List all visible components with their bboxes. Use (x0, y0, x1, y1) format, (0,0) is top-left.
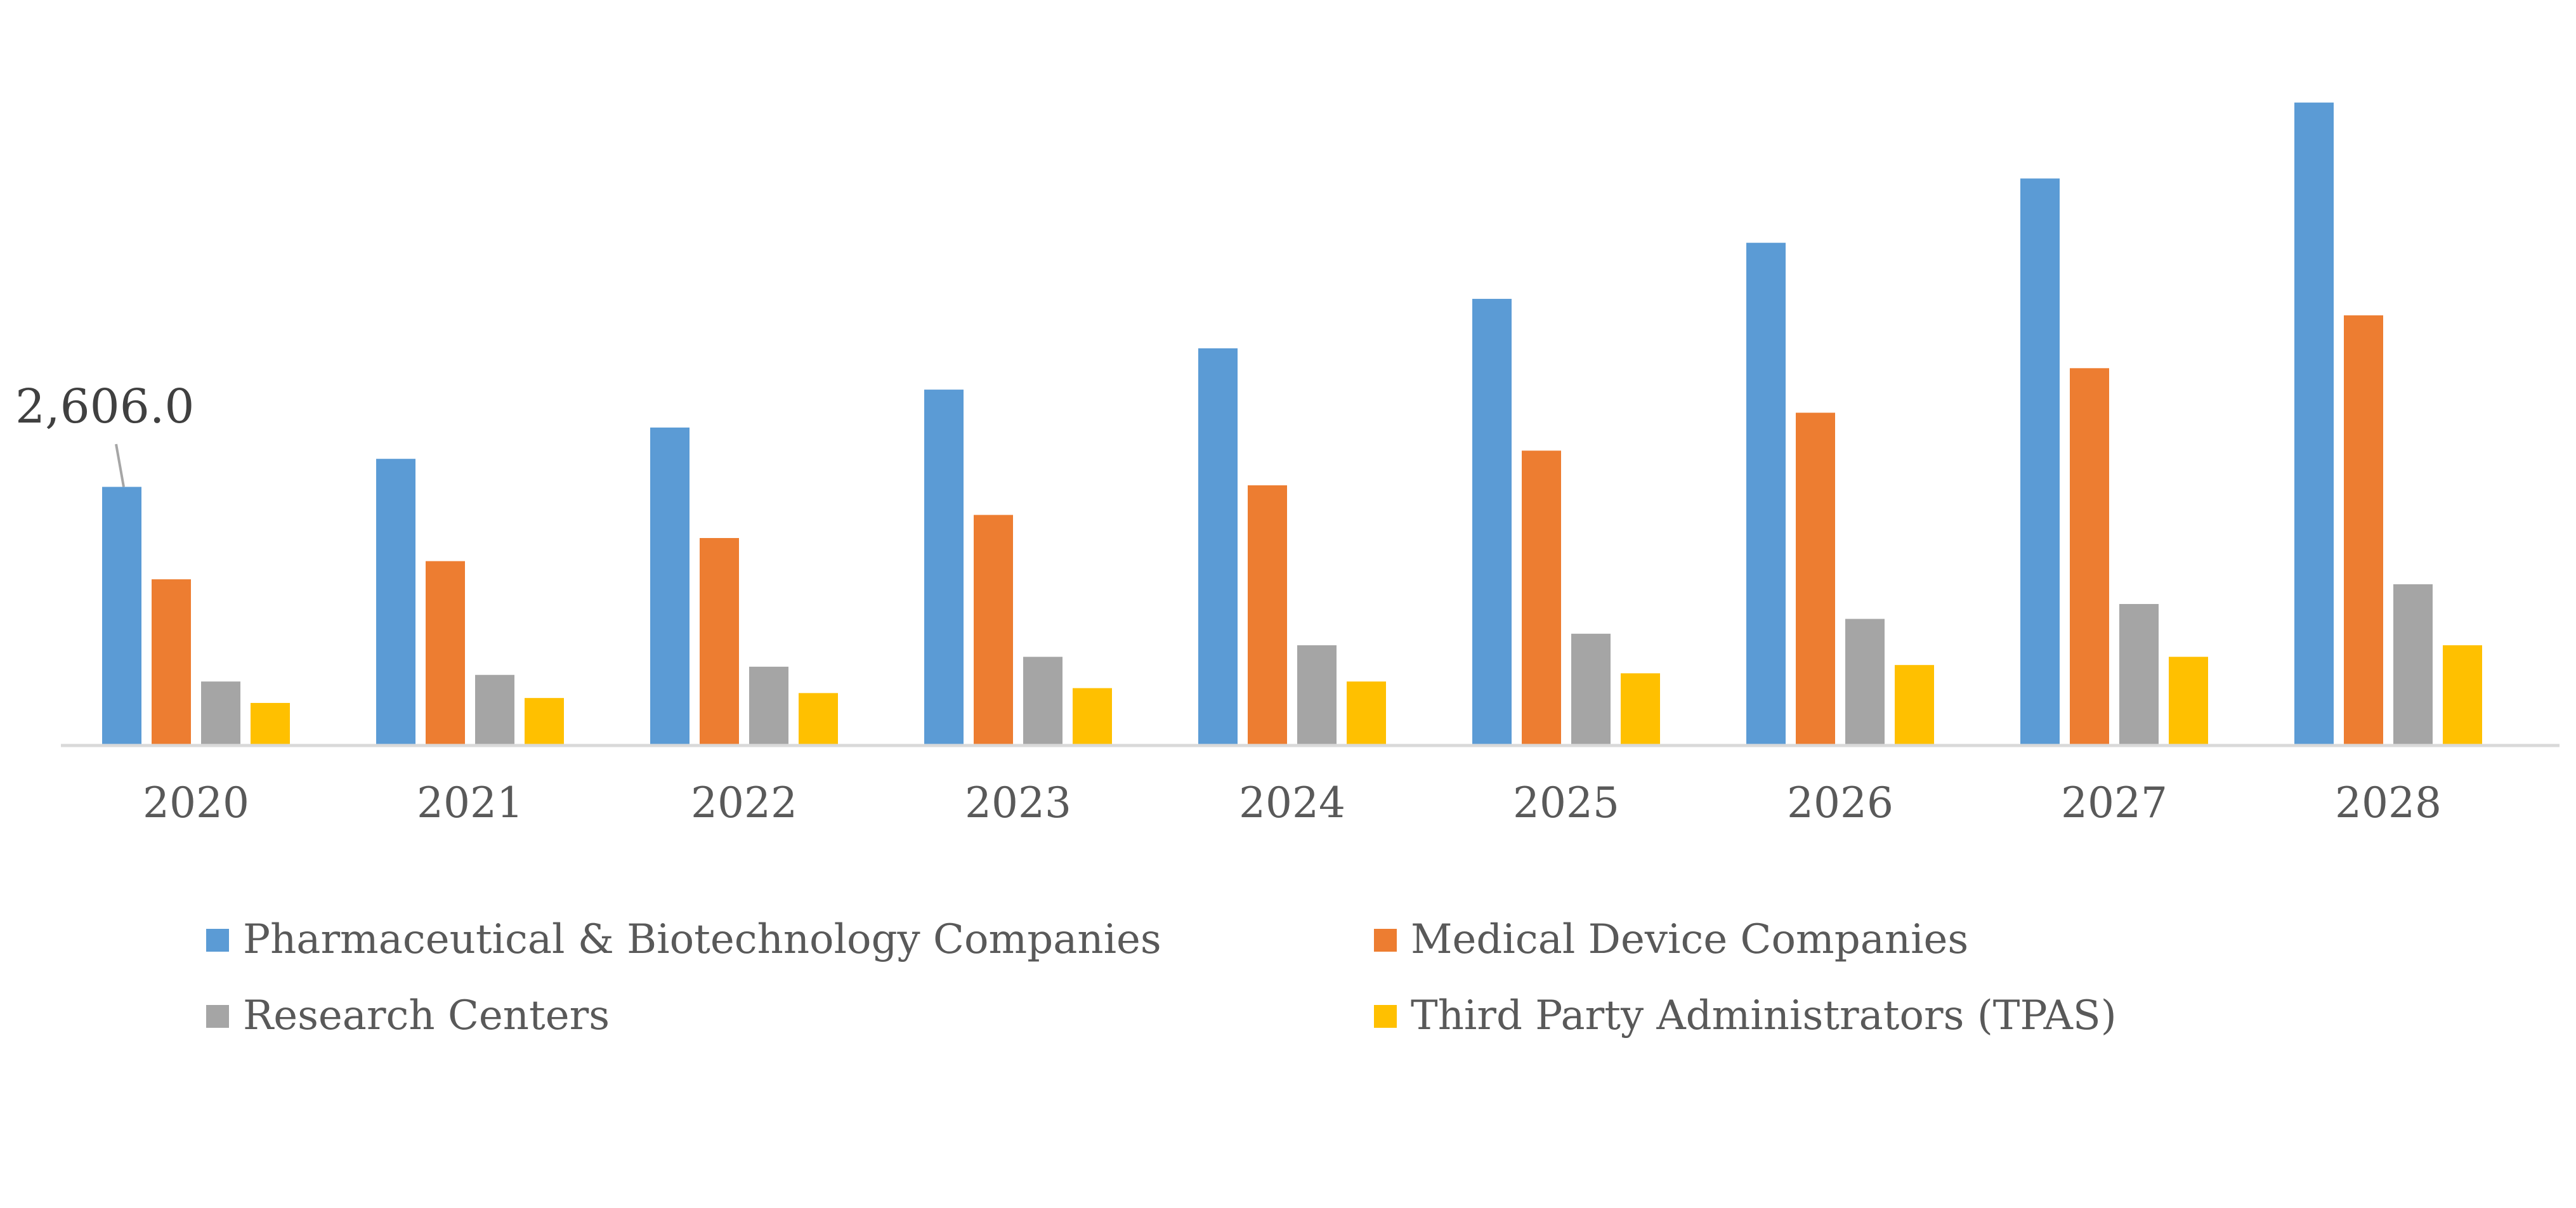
data-label-leader-line (115, 443, 125, 487)
x-tick-label: 2021 (417, 778, 523, 827)
legend-label: Medical Device Companies (1411, 916, 1968, 963)
x-tick-label: 2020 (143, 778, 249, 827)
bar-2025-series-0 (1472, 299, 1512, 744)
bar-2024-series-3 (1347, 681, 1386, 744)
bar-2020-series-0 (102, 487, 141, 744)
bar-2022-series-0 (650, 427, 690, 744)
x-axis-ticks: 2020 2021 2022 2023 2024 2025 2026 2027 2028 (143, 778, 2442, 827)
legend-swatch (206, 1005, 229, 1028)
bar-2028-series-0 (2294, 102, 2334, 745)
bar-2022-series-3 (799, 693, 838, 744)
data-labels: 2,606.0 (15, 379, 194, 487)
bar-2027-series-0 (2020, 178, 2060, 744)
bar-2024-series-1 (1248, 485, 1287, 744)
x-tick-label: 2024 (1239, 778, 1345, 827)
bar-2026-series-0 (1746, 242, 1786, 744)
bar-2020-series-1 (152, 579, 191, 744)
x-tick-label: 2026 (1787, 778, 1893, 827)
bar-2026-series-2 (1845, 619, 1885, 744)
legend-swatch (1374, 1005, 1397, 1028)
bar-2025-series-1 (1522, 450, 1561, 744)
bar-2026-series-3 (1895, 665, 1934, 744)
legend-label: Research Centers (243, 992, 610, 1039)
legend-label: Third Party Administrators (TPAS) (1411, 992, 2117, 1039)
x-tick-label: 2027 (2061, 778, 2167, 827)
bar-2020-series-2 (201, 681, 240, 744)
bar-2027-series-3 (2169, 657, 2208, 744)
legend: Pharmaceutical & Biotechnology Companies… (206, 916, 2117, 1039)
bar-2028-series-2 (2393, 584, 2433, 744)
bar-2020-series-3 (251, 702, 290, 744)
bar-2023-series-0 (924, 390, 964, 744)
bar-2021-series-0 (376, 459, 415, 744)
bar-2027-series-1 (2070, 368, 2109, 744)
x-tick-label: 2023 (965, 778, 1071, 827)
bar-2022-series-1 (700, 538, 739, 744)
bar-2023-series-2 (1023, 657, 1062, 744)
bars-group (102, 102, 2482, 745)
bar-2023-series-3 (1073, 688, 1112, 744)
x-tick-label: 2025 (1513, 778, 1619, 827)
legend-swatch (1374, 929, 1397, 952)
bar-2021-series-2 (475, 674, 514, 744)
bar-2028-series-1 (2344, 315, 2383, 744)
x-tick-label: 2028 (2335, 778, 2442, 827)
bar-2025-series-2 (1571, 633, 1611, 744)
bar-2022-series-2 (749, 666, 788, 744)
bar-2021-series-1 (426, 561, 465, 744)
bar-2024-series-2 (1297, 645, 1337, 744)
bar-2026-series-1 (1796, 412, 1835, 744)
bar-2021-series-3 (525, 698, 564, 744)
legend-label: Pharmaceutical & Biotechnology Companies (243, 916, 1161, 963)
bar-2024-series-0 (1198, 348, 1238, 744)
legend-swatch (206, 929, 229, 952)
bar-2023-series-1 (974, 515, 1013, 744)
bar-2027-series-2 (2119, 603, 2159, 744)
data-label: 2,606.0 (15, 379, 194, 434)
bar-2025-series-3 (1621, 673, 1660, 744)
bar-2028-series-3 (2443, 645, 2482, 744)
x-tick-label: 2022 (691, 778, 797, 827)
